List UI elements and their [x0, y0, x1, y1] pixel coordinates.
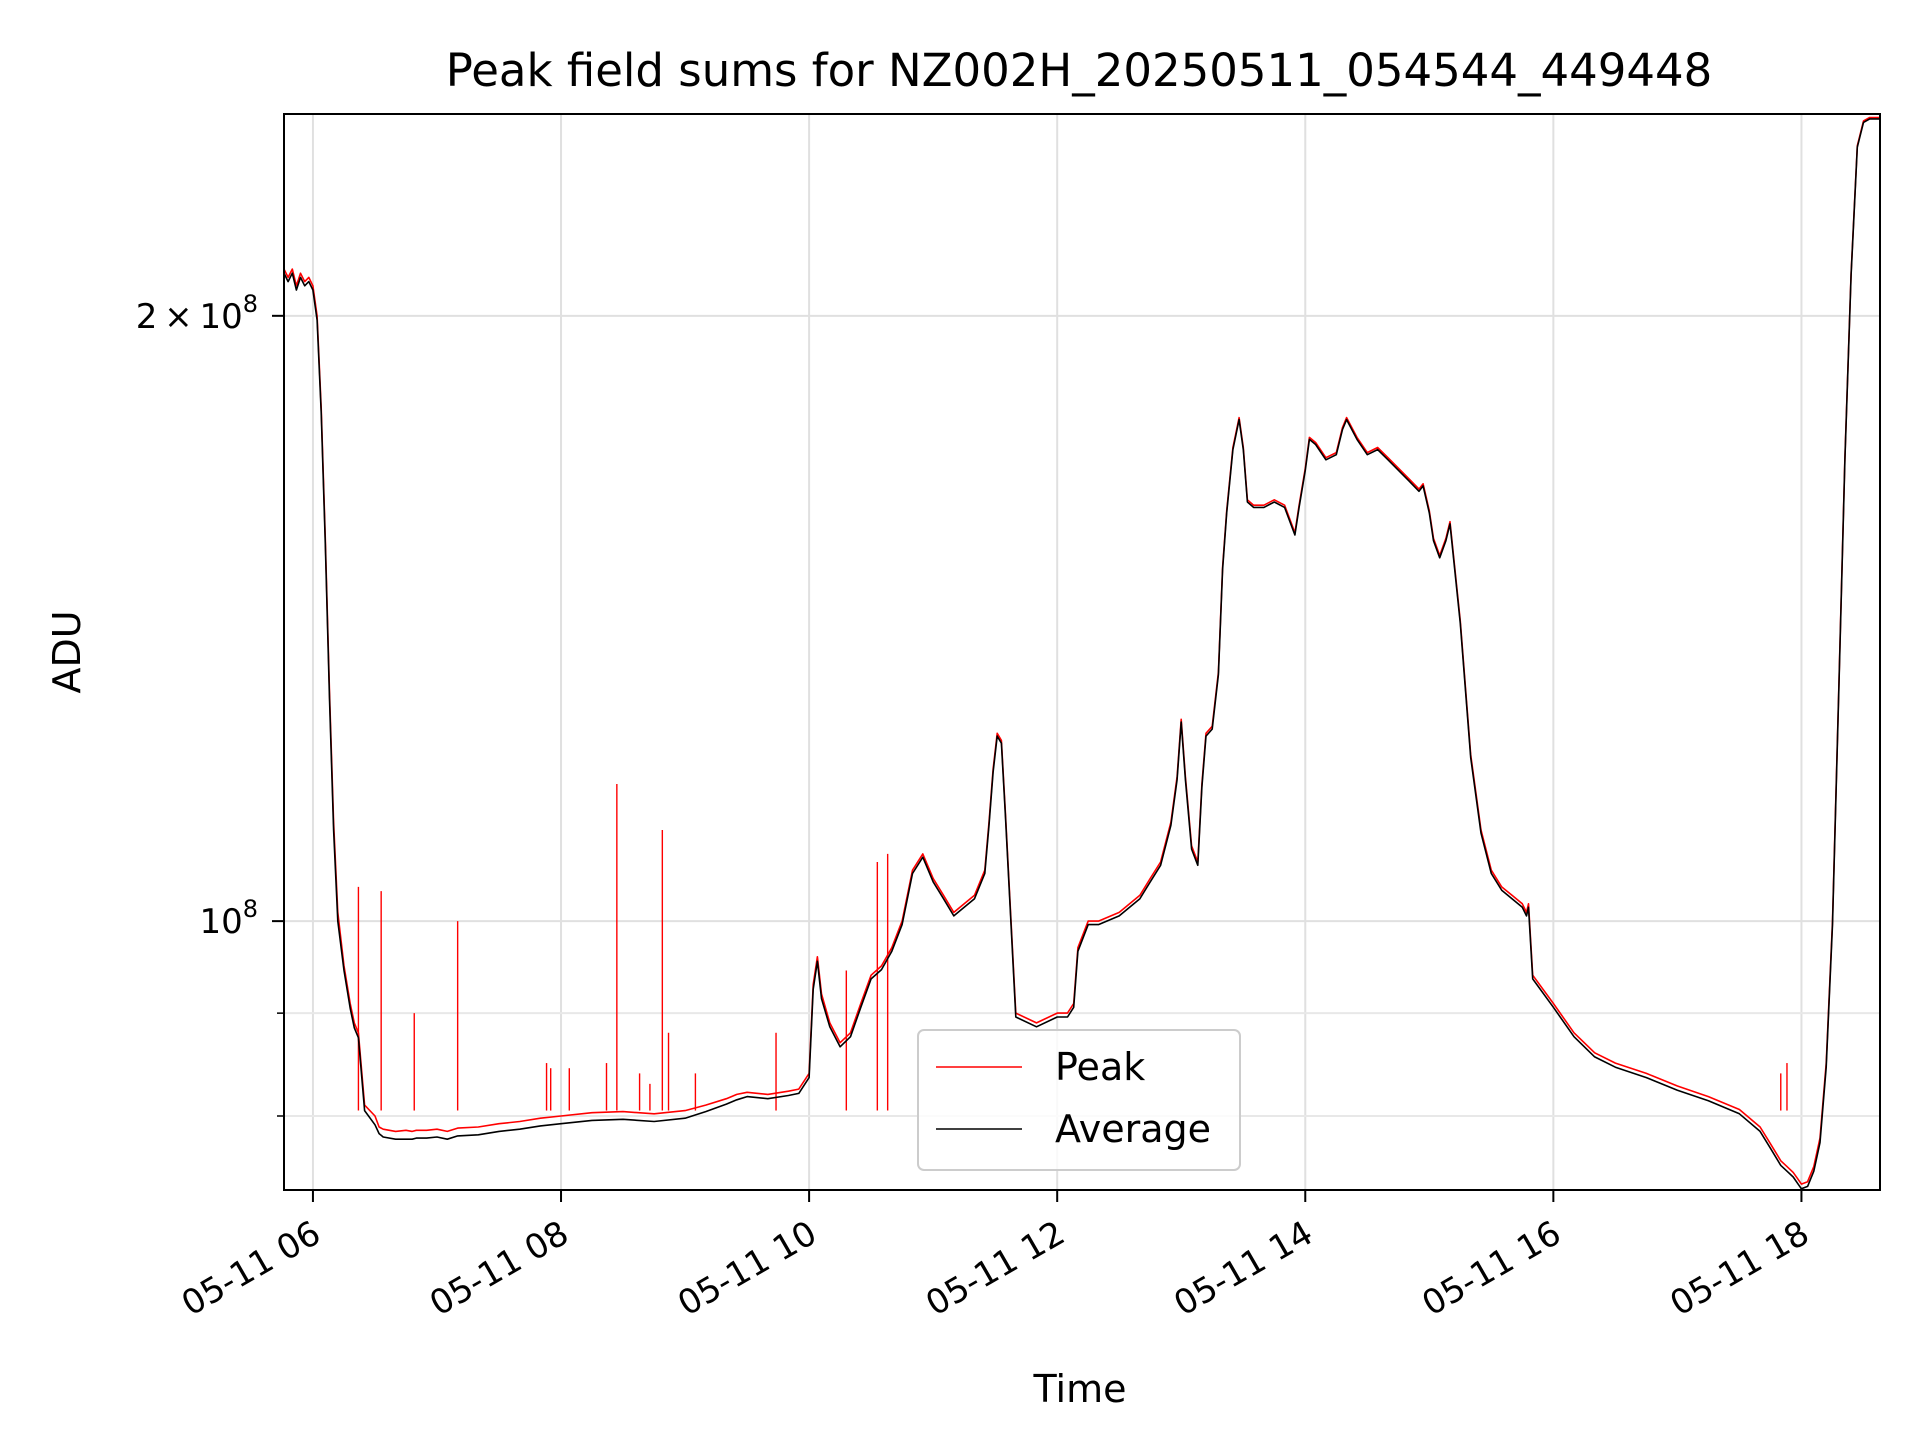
series-line-peak [284, 116, 1880, 1185]
series-line-average [284, 118, 1880, 1190]
y-tick-label: 2 × 108 [136, 290, 258, 337]
y-tick-exponent: 8 [243, 290, 258, 318]
legend-label-average: Average [1055, 1107, 1211, 1151]
y-tick-exponent: 8 [243, 895, 258, 923]
plot-area [284, 116, 1880, 1190]
legend-box [917, 1029, 1241, 1171]
legend-label-peak: Peak [1055, 1045, 1145, 1089]
chart-title: Peak field sums for NZ002H_20250511_0545… [446, 44, 1713, 97]
y-tick-base: 10 [199, 297, 242, 337]
y-tick-times: × [157, 297, 199, 337]
y-tick-mantissa: 2 [136, 297, 158, 337]
y-tick-label: 108 [199, 895, 258, 942]
legend: Peak Average [917, 1029, 1241, 1171]
axes-frame [283, 113, 1881, 1191]
x-axis-label: Time [1033, 1367, 1127, 1411]
y-tick-base: 10 [199, 902, 242, 942]
y-axis-label: ADU [45, 610, 89, 693]
series-group [284, 116, 1880, 1190]
